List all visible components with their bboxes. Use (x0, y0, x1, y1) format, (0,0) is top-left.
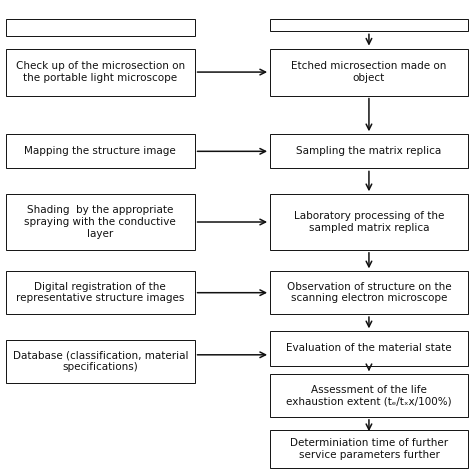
Bar (6, 134, 195, 168)
Text: Shading  by the appropriate
spraying with the conductive
layer: Shading by the appropriate spraying with… (25, 205, 176, 238)
Bar (270, 48, 468, 96)
Bar (6, 48, 195, 96)
Text: Determiniation time of further
service parameters further: Determiniation time of further service p… (290, 438, 448, 460)
Text: Sampling the matrix replica: Sampling the matrix replica (296, 146, 442, 156)
Bar (270, 18, 468, 31)
Text: Assessment of the life
exhaustion extent (tₑ/tₓx/100%): Assessment of the life exhaustion extent… (286, 385, 452, 406)
Bar (6, 18, 195, 36)
Text: Etched microsection made on
object: Etched microsection made on object (291, 61, 447, 83)
Bar (6, 340, 195, 383)
Bar (270, 271, 468, 314)
Text: Check up of the microsection on
the portable light microscope: Check up of the microsection on the port… (16, 61, 185, 83)
Bar (270, 374, 468, 417)
Bar (6, 194, 195, 250)
Bar (270, 331, 468, 365)
Bar (6, 271, 195, 314)
Text: Database (classification, material
specifications): Database (classification, material speci… (13, 350, 188, 372)
Text: Evaluation of the material state: Evaluation of the material state (286, 343, 452, 354)
Text: Observation of structure on the
scanning electron microscope: Observation of structure on the scanning… (287, 282, 451, 303)
Bar (270, 194, 468, 250)
Text: Laboratory processing of the
sampled matrix replica: Laboratory processing of the sampled mat… (294, 211, 444, 233)
Bar (270, 430, 468, 468)
Bar (270, 134, 468, 168)
Text: Mapping the structure image: Mapping the structure image (25, 146, 176, 156)
Text: Digital registration of the
representative structure images: Digital registration of the representati… (16, 282, 184, 303)
